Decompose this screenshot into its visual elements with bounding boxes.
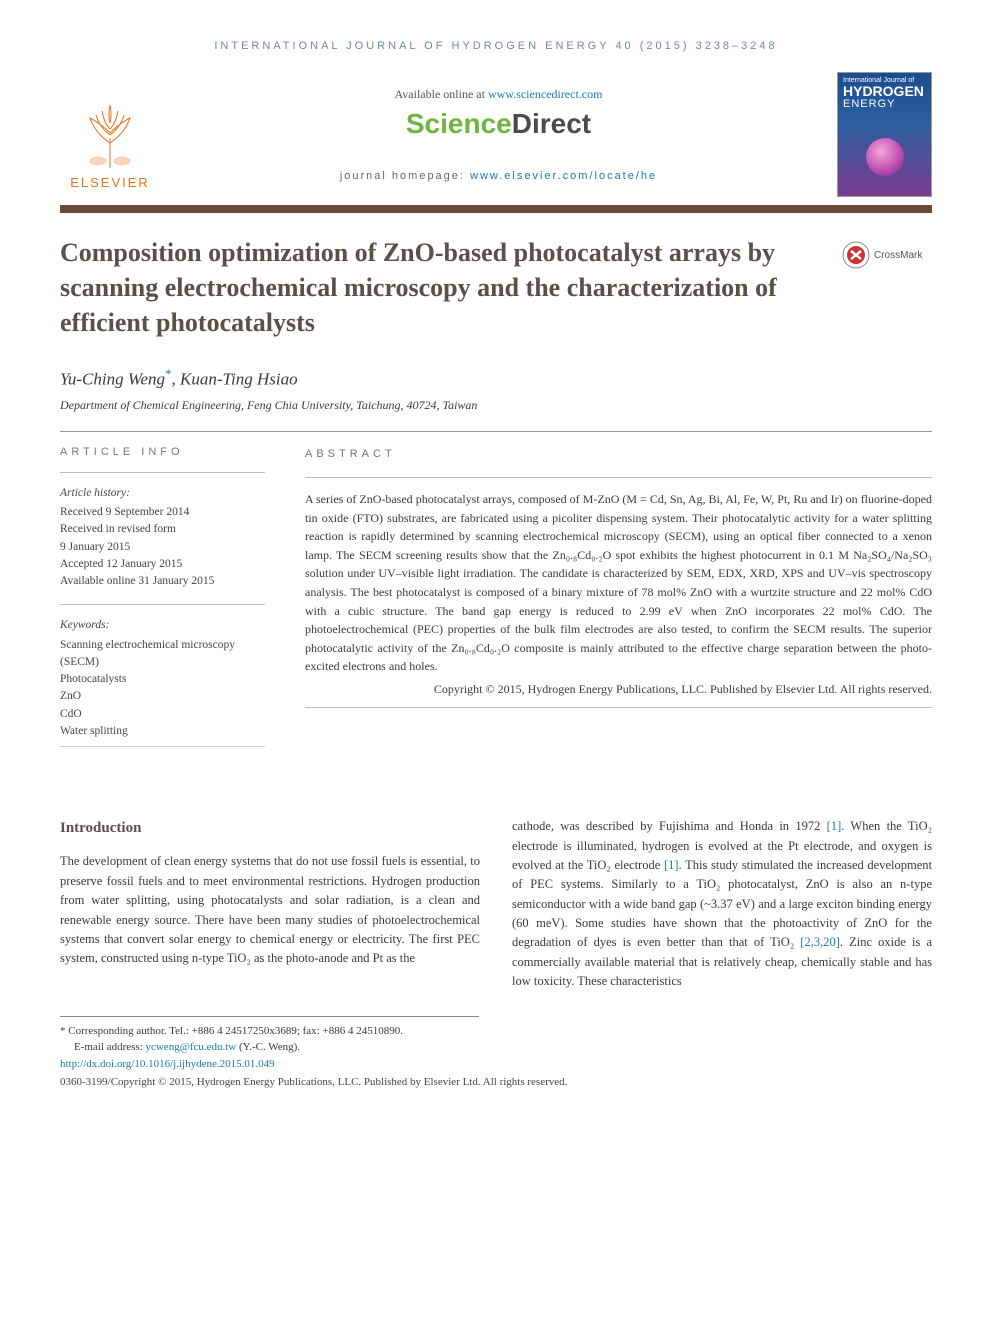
abstract-column: ABSTRACT A series of ZnO-based photocata… [305,446,932,740]
rule-top [60,431,932,432]
cover-energy: ENERGY [838,98,931,110]
article-info-heading: ARTICLE INFO [60,446,265,458]
doi-link[interactable]: http://dx.doi.org/10.1016/j.ijhydene.201… [60,1058,275,1070]
email-link[interactable]: ycweng@fcu.edu.tw [145,1041,236,1053]
available-online: Available online at www.sciencedirect.co… [180,87,817,102]
sciencedirect-link[interactable]: www.sciencedirect.com [488,87,603,101]
journal-cover-thumbnail: International Journal of HYDROGEN ENERGY [837,72,932,197]
running-head: INTERNATIONAL JOURNAL OF HYDROGEN ENERGY… [60,40,932,52]
cover-hydrogen: HYDROGEN [838,84,931,98]
author-2: , Kuan-Ting Hsiao [172,370,298,389]
authors: Yu-Ching Weng*, Kuan-Ting Hsiao [60,366,932,390]
sd-science: Science [406,108,512,139]
abs-rule-bottom [305,707,932,708]
intro-paragraph-1: The development of clean energy systems … [60,852,480,968]
homepage-link[interactable]: www.elsevier.com/locate/he [470,170,657,182]
info-rule-1 [60,472,265,473]
footnotes: * Corresponding author. Tel.: +886 4 245… [60,1016,479,1073]
divider-bar [60,205,932,213]
elsevier-tree-icon [70,93,150,173]
header-center: Available online at www.sciencedirect.co… [180,87,817,182]
crossmark-icon [842,241,870,269]
crossmark-label: CrossMark [874,250,922,261]
abs-rule [305,477,932,478]
cover-orb-icon [866,138,904,176]
sciencedirect-logo: ScienceDirect [180,108,817,140]
available-prefix: Available online at [395,87,488,101]
ref-link-1b[interactable]: [1] [664,858,679,872]
issn-copyright: 0360-3199/Copyright © 2015, Hydrogen Ene… [60,1076,932,1088]
intro-2a: cathode, was described by Fujishima and … [512,819,827,833]
info-rule-2 [60,604,265,605]
homepage-prefix: journal homepage: [340,170,470,182]
article-title: Composition optimization of ZnO-based ph… [60,235,822,340]
title-row: Composition optimization of ZnO-based ph… [60,235,932,340]
article-info-column: ARTICLE INFO Article history: Received 9… [60,446,265,740]
info-abstract-row: ARTICLE INFO Article history: Received 9… [60,446,932,740]
corresponding-footnote: * Corresponding author. Tel.: +886 4 245… [60,1023,479,1040]
email-suffix: (Y.-C. Weng). [236,1041,300,1053]
ref-link-2[interactable]: [2,3,20] [800,935,840,949]
journal-homepage: journal homepage: www.elsevier.com/locat… [180,170,817,182]
sd-direct: Direct [512,108,591,139]
introduction-heading: Introduction [60,817,480,840]
intro-paragraph-2: cathode, was described by Fujishima and … [512,817,932,991]
abstract-body: A series of ZnO-based photocatalyst arra… [305,490,932,676]
elsevier-logo: ELSEVIER [60,80,160,190]
rule-mid [60,746,265,747]
elsevier-text: ELSEVIER [70,175,150,190]
keywords-heading: Keywords: [60,617,265,634]
abstract-copyright: Copyright © 2015, Hydrogen Energy Public… [305,680,932,699]
abstract-heading: ABSTRACT [305,446,932,463]
email-footnote: E-mail address: ycweng@fcu.edu.tw (Y.-C.… [60,1039,479,1056]
body-columns: Introduction The development of clean en… [60,817,932,991]
author-1: Yu-Ching Weng [60,370,165,389]
journal-header: ELSEVIER Available online at www.science… [60,72,932,197]
keywords-body: Scanning electrochemical microscopy (SEC… [60,637,265,741]
ref-link-1[interactable]: [1] [827,819,842,833]
crossmark-badge[interactable]: CrossMark [842,241,932,269]
email-label: E-mail address: [74,1041,145,1053]
history-heading: Article history: [60,485,265,502]
affiliation: Department of Chemical Engineering, Feng… [60,398,932,413]
history-body: Received 9 September 2014 Received in re… [60,504,265,590]
